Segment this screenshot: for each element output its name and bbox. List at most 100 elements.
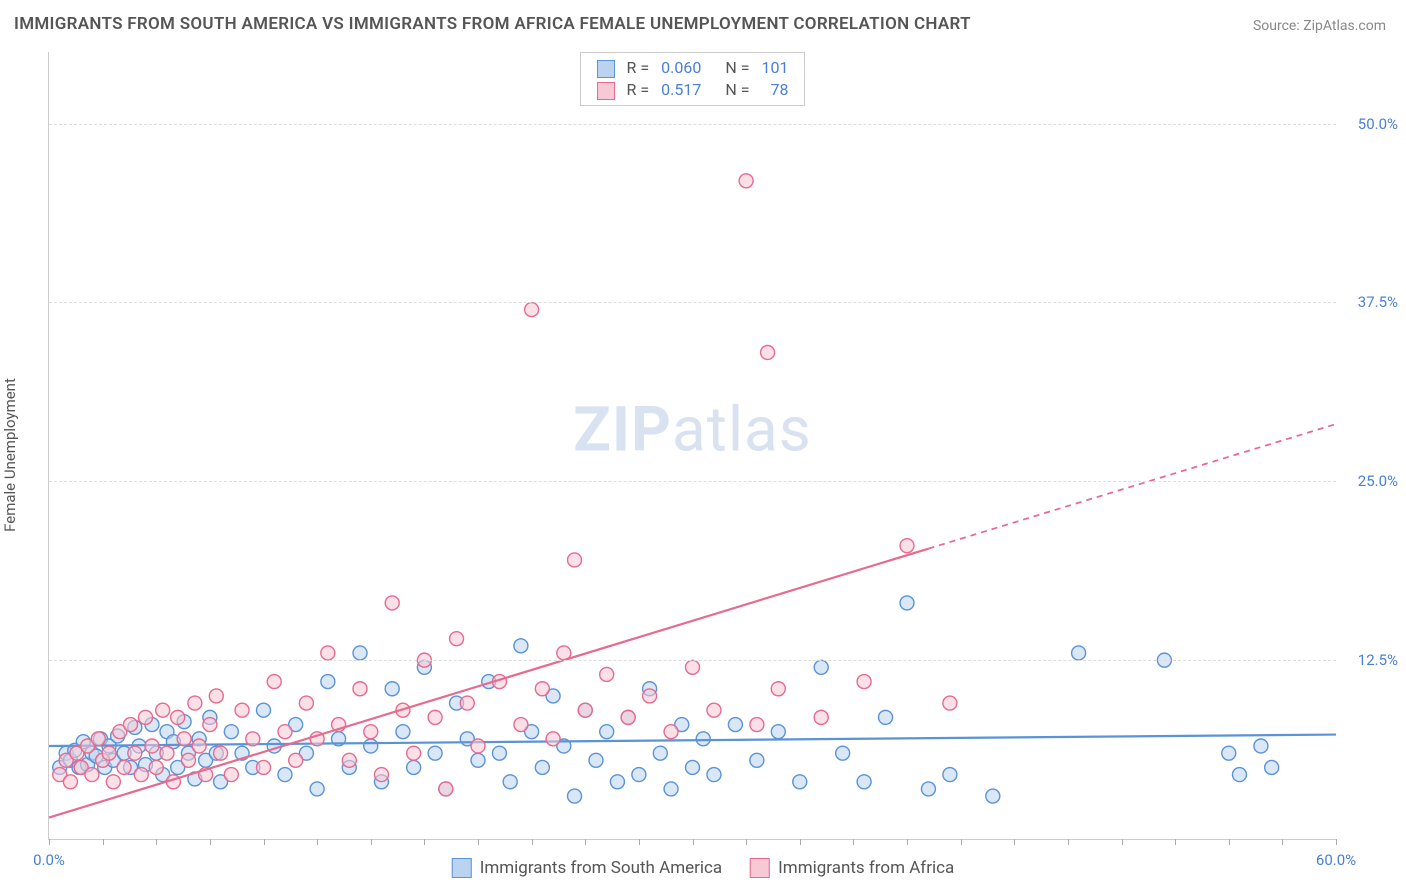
data-point bbox=[134, 768, 148, 782]
data-point bbox=[568, 553, 582, 567]
plot-svg bbox=[49, 52, 1336, 839]
x-tick bbox=[317, 839, 318, 845]
data-point bbox=[192, 739, 206, 753]
trend-line-dashed bbox=[928, 424, 1336, 549]
data-point bbox=[1072, 646, 1086, 660]
gridline bbox=[49, 302, 1336, 303]
data-point bbox=[879, 710, 893, 724]
data-point bbox=[492, 746, 506, 760]
legend-swatch bbox=[452, 858, 472, 878]
data-point bbox=[471, 739, 485, 753]
data-point bbox=[124, 718, 138, 732]
x-tick bbox=[800, 839, 801, 845]
data-point bbox=[460, 696, 474, 710]
data-point bbox=[514, 639, 528, 653]
x-tick-label-max: 60.0% bbox=[1316, 851, 1356, 869]
data-point bbox=[171, 710, 185, 724]
gridline bbox=[49, 481, 1336, 482]
data-point bbox=[814, 710, 828, 724]
data-point bbox=[310, 782, 324, 796]
data-point bbox=[793, 775, 807, 789]
data-point bbox=[857, 675, 871, 689]
x-tick bbox=[478, 839, 479, 845]
data-point bbox=[686, 760, 700, 774]
stats-legend: R =0.060N =101R =0.517N =78 bbox=[580, 52, 806, 106]
data-point bbox=[900, 596, 914, 610]
data-point bbox=[771, 682, 785, 696]
stats-row: R =0.517N =78 bbox=[591, 79, 795, 101]
data-point bbox=[761, 345, 775, 359]
x-tick bbox=[264, 839, 265, 845]
data-point bbox=[728, 718, 742, 732]
data-point bbox=[353, 682, 367, 696]
x-tick bbox=[1229, 839, 1230, 845]
data-point bbox=[385, 596, 399, 610]
x-tick bbox=[853, 839, 854, 845]
gridline bbox=[49, 124, 1336, 125]
data-point bbox=[814, 660, 828, 674]
source-link[interactable]: ZipAtlas.com bbox=[1303, 18, 1386, 34]
legend-item: Immigrants from Africa bbox=[750, 858, 954, 878]
data-point bbox=[156, 703, 170, 717]
x-tick bbox=[49, 839, 50, 845]
x-tick bbox=[424, 839, 425, 845]
x-tick bbox=[1175, 839, 1176, 845]
series-legend: Immigrants from South AmericaImmigrants … bbox=[452, 858, 955, 878]
data-point bbox=[664, 725, 678, 739]
data-point bbox=[203, 718, 217, 732]
y-tick-label: 25.0% bbox=[1343, 472, 1398, 490]
data-point bbox=[632, 768, 646, 782]
data-point bbox=[299, 696, 313, 710]
data-point bbox=[342, 753, 356, 767]
data-point bbox=[385, 682, 399, 696]
stat-n-value: 78 bbox=[755, 79, 794, 101]
data-point bbox=[503, 775, 517, 789]
data-point bbox=[696, 732, 710, 746]
data-point bbox=[450, 632, 464, 646]
data-point bbox=[235, 703, 249, 717]
data-point bbox=[643, 689, 657, 703]
data-point bbox=[106, 775, 120, 789]
x-tick bbox=[532, 839, 533, 845]
data-point bbox=[589, 753, 603, 767]
data-point bbox=[85, 768, 99, 782]
x-tick-label-min: 0.0% bbox=[33, 851, 65, 869]
data-point bbox=[535, 682, 549, 696]
gridline bbox=[49, 660, 1336, 661]
legend-swatch bbox=[750, 858, 770, 878]
data-point bbox=[321, 675, 335, 689]
data-point bbox=[943, 696, 957, 710]
trend-line bbox=[49, 735, 1336, 746]
y-tick-label: 12.5% bbox=[1343, 651, 1398, 669]
legend-swatch bbox=[597, 60, 615, 78]
legend-swatch bbox=[597, 82, 615, 100]
y-tick-label: 37.5% bbox=[1343, 293, 1398, 311]
data-point bbox=[610, 775, 624, 789]
data-point bbox=[246, 732, 260, 746]
data-point bbox=[1254, 739, 1268, 753]
data-point bbox=[257, 760, 271, 774]
data-point bbox=[1265, 760, 1279, 774]
data-point bbox=[321, 646, 335, 660]
data-point bbox=[63, 775, 77, 789]
y-axis-label: Female Unemployment bbox=[1, 378, 19, 532]
data-point bbox=[943, 768, 957, 782]
data-point bbox=[181, 753, 195, 767]
stat-r-label: R = bbox=[621, 79, 656, 101]
data-point bbox=[364, 725, 378, 739]
data-point bbox=[600, 725, 614, 739]
data-point bbox=[578, 703, 592, 717]
data-point bbox=[857, 775, 871, 789]
data-point bbox=[149, 760, 163, 774]
data-point bbox=[102, 746, 116, 760]
source-label: Source: bbox=[1253, 18, 1300, 34]
data-point bbox=[836, 746, 850, 760]
stats-row: R =0.060N =101 bbox=[591, 57, 795, 79]
data-point bbox=[600, 667, 614, 681]
data-point bbox=[428, 746, 442, 760]
data-point bbox=[535, 760, 549, 774]
x-tick bbox=[585, 839, 586, 845]
data-point bbox=[353, 646, 367, 660]
y-tick-label: 50.0% bbox=[1343, 115, 1398, 133]
x-tick bbox=[210, 839, 211, 845]
